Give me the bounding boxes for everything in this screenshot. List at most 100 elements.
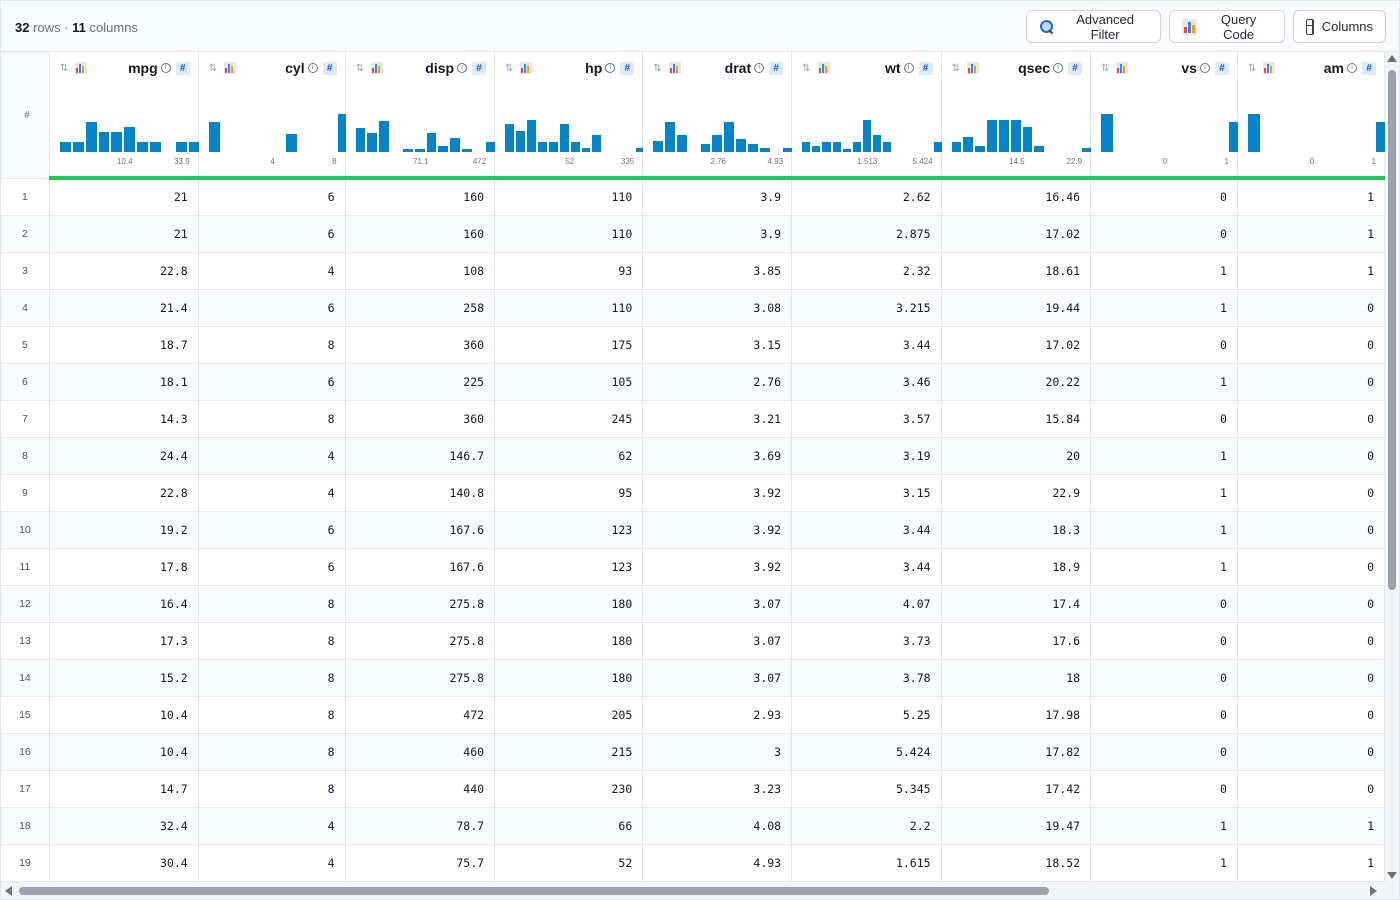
row-index[interactable]: 9 — [1, 474, 50, 512]
cell-vs[interactable]: 1 — [1090, 437, 1238, 475]
cell-drat[interactable]: 3.08 — [642, 289, 793, 327]
cell-vs[interactable]: 1 — [1090, 252, 1238, 290]
row-index[interactable]: 5 — [1, 326, 50, 364]
cell-wt[interactable]: 4.07 — [791, 585, 942, 623]
cell-am[interactable]: 0 — [1237, 548, 1385, 586]
chart-icon[interactable] — [817, 62, 830, 74]
cell-drat[interactable]: 3.9 — [642, 178, 793, 216]
column-header-am[interactable]: ⇅ am i #0 1 — [1237, 52, 1385, 180]
cell-vs[interactable]: 1 — [1090, 844, 1238, 882]
column-header-qsec[interactable]: ⇅ qsec i #14.5 22.9 — [941, 52, 1092, 180]
cell-hp[interactable]: 180 — [494, 659, 644, 697]
cell-mpg[interactable]: 22.8 — [49, 252, 199, 290]
column-header-cyl[interactable]: ⇅ cyl i #4 8 — [198, 52, 349, 180]
table-row[interactable]: 15 10.4 8 472 205 2.93 5.25 17.98 0 0 — [1, 696, 1385, 734]
cell-cyl[interactable]: 8 — [198, 770, 346, 808]
cell-hp[interactable]: 245 — [494, 400, 644, 438]
scroll-right-icon[interactable] — [1370, 886, 1377, 896]
cell-vs[interactable]: 1 — [1090, 881, 1238, 882]
cell-cyl[interactable]: 8 — [198, 622, 346, 660]
row-index[interactable]: 17 — [1, 770, 50, 808]
table-row[interactable]: 19 30.4 4 75.7 52 4.93 1.615 18.52 1 1 — [1, 844, 1385, 882]
cell-cyl[interactable]: 6 — [198, 178, 346, 216]
cell-cyl[interactable]: 8 — [198, 585, 346, 623]
scroll-up-icon[interactable] — [1387, 55, 1397, 62]
cell-vs[interactable]: 0 — [1090, 215, 1238, 253]
cell-qsec[interactable]: 19.44 — [941, 289, 1092, 327]
row-index[interactable]: 4 — [1, 289, 50, 327]
cell-mpg[interactable]: 19.2 — [49, 511, 199, 549]
cell-qsec[interactable]: 15.84 — [941, 400, 1092, 438]
cell-mpg[interactable]: 14.7 — [49, 770, 199, 808]
cell-cyl[interactable]: 6 — [198, 215, 346, 253]
cell-wt[interactable]: 1.835 — [791, 881, 942, 882]
cell-hp[interactable]: 205 — [494, 696, 644, 734]
cell-am[interactable]: 0 — [1237, 289, 1385, 327]
cell-cyl[interactable]: 4 — [198, 252, 346, 290]
column-header-vs[interactable]: ⇅ vs i #0 1 — [1090, 52, 1242, 180]
cell-am[interactable]: 0 — [1237, 696, 1385, 734]
cell-wt[interactable]: 2.32 — [791, 252, 942, 290]
cell-vs[interactable]: 1 — [1090, 511, 1238, 549]
cell-wt[interactable]: 5.424 — [791, 733, 942, 771]
cell-disp[interactable]: 75.7 — [345, 844, 496, 882]
cell-qsec[interactable]: 17.4 — [941, 585, 1092, 623]
cell-drat[interactable]: 3.9 — [642, 215, 793, 253]
cell-drat[interactable]: 3.92 — [642, 511, 793, 549]
info-icon[interactable]: i — [1053, 63, 1064, 73]
info-icon[interactable]: i — [754, 63, 765, 73]
info-icon[interactable]: i — [457, 63, 468, 73]
cell-qsec[interactable]: 19.47 — [941, 807, 1092, 845]
cell-mpg[interactable]: 33.9 — [49, 881, 199, 882]
cell-hp[interactable]: 230 — [494, 770, 644, 808]
table-row[interactable]: 2033.9471.1654.221.83519.911 — [1, 881, 1385, 882]
cell-drat[interactable]: 3.23 — [642, 770, 793, 808]
horizontal-scrollbar[interactable] — [1, 882, 1399, 899]
info-icon[interactable]: i — [1199, 63, 1210, 73]
cell-disp[interactable]: 78.7 — [345, 807, 496, 845]
cell-qsec[interactable]: 16.46 — [941, 178, 1092, 216]
columns-button[interactable]: Columns — [1293, 10, 1386, 43]
row-index[interactable]: 11 — [1, 548, 50, 586]
cell-mpg[interactable]: 21 — [49, 215, 199, 253]
cell-cyl[interactable]: 4 — [198, 844, 346, 882]
cell-drat[interactable]: 3.85 — [642, 252, 793, 290]
cell-qsec[interactable]: 17.82 — [941, 733, 1092, 771]
cell-vs[interactable]: 0 — [1090, 696, 1238, 734]
cell-mpg[interactable]: 30.4 — [49, 844, 199, 882]
cell-am[interactable]: 1 — [1237, 881, 1385, 882]
cell-cyl[interactable]: 8 — [198, 696, 346, 734]
cell-qsec[interactable]: 19.9 — [941, 881, 1092, 882]
cell-am[interactable]: 1 — [1237, 178, 1385, 216]
cell-qsec[interactable]: 22.9 — [941, 474, 1092, 512]
table-row[interactable]: 2 21 6 160 110 3.9 2.875 17.02 0 1 — [1, 215, 1385, 253]
info-icon[interactable]: i — [605, 63, 616, 73]
table-row[interactable]: 1 21 6 160 110 3.9 2.62 16.46 0 1 — [1, 178, 1385, 216]
cell-drat[interactable]: 3.07 — [642, 585, 793, 623]
cell-qsec[interactable]: 18.3 — [941, 511, 1092, 549]
cell-mpg[interactable]: 21.4 — [49, 289, 199, 327]
table-row[interactable]: 9 22.8 4 140.8 95 3.92 3.15 22.9 1 0 — [1, 474, 1385, 512]
table-row[interactable]: 10 19.2 6 167.6 123 3.92 3.44 18.3 1 0 — [1, 511, 1385, 549]
cell-vs[interactable]: 0 — [1090, 326, 1238, 364]
cell-cyl[interactable]: 4 — [198, 807, 346, 845]
cell-hp[interactable]: 93 — [494, 252, 644, 290]
row-index[interactable]: 3 — [1, 252, 50, 290]
cell-am[interactable]: 0 — [1237, 511, 1385, 549]
column-header-mpg[interactable]: ⇅ mpg i #10.4 33.9 — [49, 52, 200, 180]
cell-am[interactable]: 1 — [1237, 252, 1385, 290]
cell-disp[interactable]: 146.7 — [345, 437, 496, 475]
cell-mpg[interactable]: 18.7 — [49, 326, 199, 364]
cell-disp[interactable]: 160 — [345, 178, 496, 216]
column-header-hp[interactable]: ⇅ hp i #52 335 — [494, 52, 646, 180]
cell-cyl[interactable]: 6 — [198, 548, 346, 586]
cell-am[interactable]: 0 — [1237, 437, 1385, 475]
advanced-filter-button[interactable]: Advanced Filter — [1026, 10, 1161, 43]
cell-wt[interactable]: 2.62 — [791, 178, 942, 216]
cell-mpg[interactable]: 16.4 — [49, 585, 199, 623]
cell-cyl[interactable]: 6 — [198, 289, 346, 327]
cell-wt[interactable]: 3.19 — [791, 437, 942, 475]
sort-icon[interactable]: ⇅ — [355, 62, 364, 74]
cell-mpg[interactable]: 17.8 — [49, 548, 199, 586]
cell-am[interactable]: 0 — [1237, 326, 1385, 364]
